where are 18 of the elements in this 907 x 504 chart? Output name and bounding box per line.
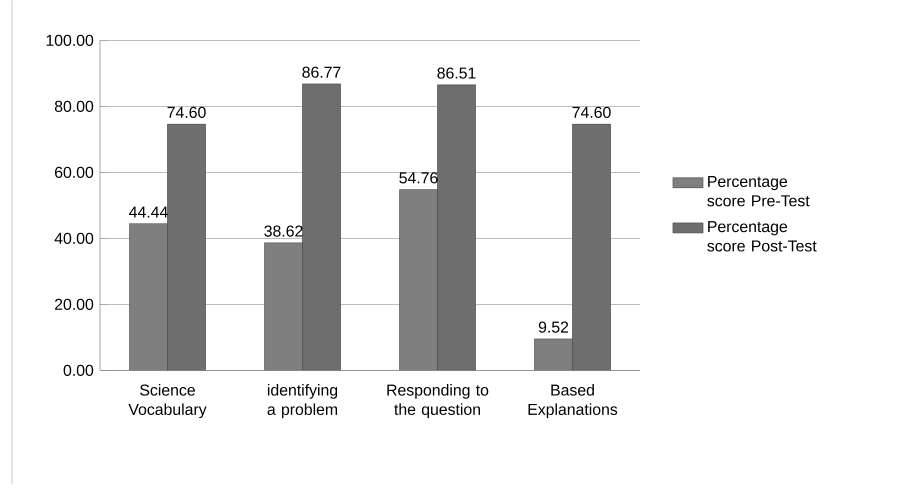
- y-tick-label: 80.00: [54, 100, 94, 112]
- data-label: 74.60: [168, 106, 206, 118]
- legend-label: Percentage score Pre-Test: [707, 176, 810, 206]
- y-tick-label: 0.00: [64, 364, 94, 376]
- data-label: 86.77: [302, 66, 340, 78]
- x-tick-label: Science Vocabulary: [128, 384, 207, 418]
- x-tick-label: identifying a problem: [268, 384, 338, 418]
- y-tick-label: 100.00: [46, 34, 94, 46]
- data-label: 74.60: [572, 106, 611, 118]
- x-tick-label: Responding to the question: [387, 384, 488, 418]
- data-label: 86.51: [437, 67, 476, 78]
- x-tick-label: Based Explanations: [528, 384, 618, 418]
- legend-label: Percentage score Post-Test: [707, 220, 817, 252]
- y-tick-label: 20.00: [55, 298, 94, 310]
- y-tick-label: 40.00: [54, 232, 94, 244]
- data-label: 9.52: [538, 321, 568, 333]
- y-tick-label: 60.00: [55, 166, 94, 178]
- data-label: 38.62: [264, 225, 302, 237]
